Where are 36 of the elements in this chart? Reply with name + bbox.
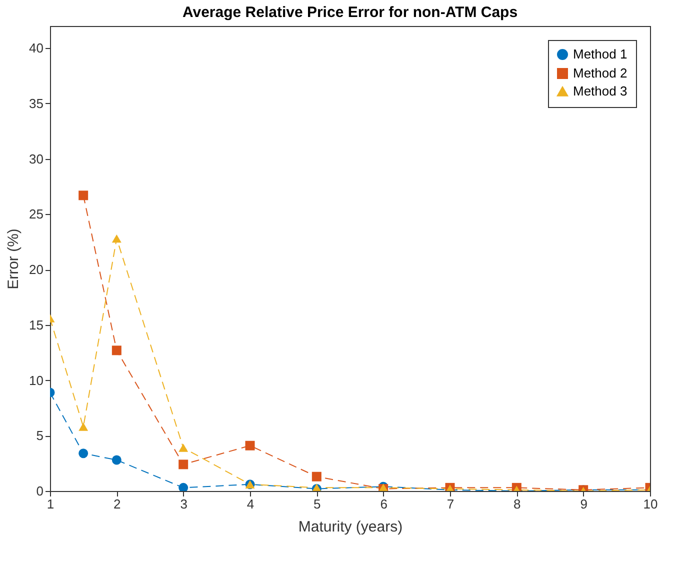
y-tick-label: 20 <box>29 262 44 278</box>
x-tick-label: 3 <box>180 496 188 512</box>
x-tick-label: 6 <box>380 496 388 512</box>
chart-title: Average Relative Price Error for non-ATM Caps <box>182 4 518 21</box>
y-axis-title: Error (%) <box>5 228 22 290</box>
x-tick-label: 1 <box>46 496 54 512</box>
point <box>112 455 122 465</box>
x-tick-label: 2 <box>114 496 121 512</box>
point <box>312 472 322 482</box>
point <box>245 440 255 450</box>
point <box>178 482 188 491</box>
legend-label: Method 3 <box>573 84 628 98</box>
y-tick-label: 15 <box>29 317 44 332</box>
point <box>178 460 188 470</box>
y-tick-label: 5 <box>36 428 44 444</box>
y-tick-label: 30 <box>29 151 44 166</box>
point <box>112 346 122 356</box>
y-tick-label: 35 <box>29 96 44 111</box>
point <box>78 448 88 458</box>
legend-label: Method 2 <box>573 66 628 80</box>
y-tick-label: 40 <box>29 40 44 56</box>
y-tick-label: 25 <box>29 206 44 222</box>
x-tick-label: 9 <box>580 496 588 512</box>
x-tick-label: 4 <box>246 496 254 512</box>
point <box>78 422 88 431</box>
x-tick-label: 5 <box>314 496 321 512</box>
x-tick-label: 10 <box>643 496 658 512</box>
y-tick-label: 0 <box>36 484 44 498</box>
legend-label: Method 1 <box>573 46 628 62</box>
point <box>78 190 88 200</box>
x-axis-title: Maturity (years) <box>298 518 403 536</box>
y-tick-label: 10 <box>29 372 44 388</box>
point <box>178 444 188 452</box>
x-tick-label: 8 <box>514 496 521 512</box>
point <box>112 234 122 243</box>
x-tick-label: 7 <box>446 496 454 512</box>
